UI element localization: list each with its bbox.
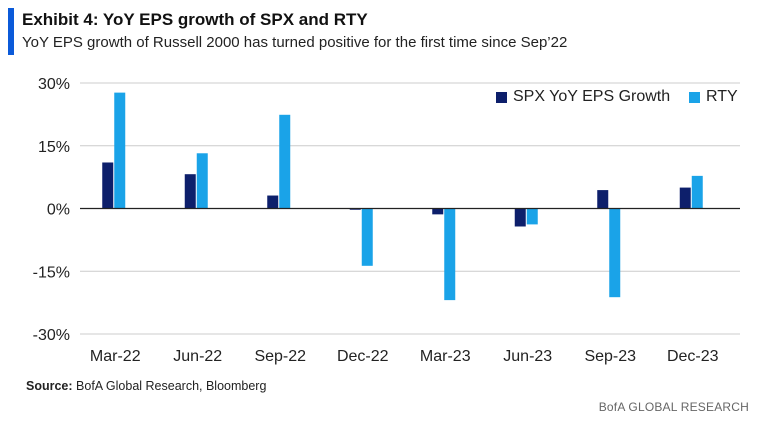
- y-tick-label: 15%: [38, 139, 70, 156]
- legend-swatch-rty: [689, 91, 700, 103]
- bar-rty: [361, 208, 373, 266]
- chart-subtitle: YoY EPS growth of Russell 2000 has turne…: [22, 34, 568, 51]
- y-tick-label: 0%: [47, 202, 70, 219]
- source-note: Source: BofA Global Research, Bloomberg: [26, 379, 266, 393]
- legend-swatch-spx: [496, 91, 507, 103]
- chart-title: Exhibit 4: YoY EPS growth of SPX and RTY: [22, 10, 368, 29]
- bar-spx: [597, 190, 609, 209]
- bar-rty: [691, 175, 703, 209]
- y-tick-label: -30%: [33, 327, 70, 344]
- bar-rty: [196, 153, 208, 209]
- x-tick-label: Jun-22: [173, 348, 222, 365]
- brand-label: BofA GLOBAL RESEARCH: [598, 400, 749, 414]
- bar-rty: [609, 208, 621, 298]
- source-label: Source:: [26, 379, 73, 393]
- bar-spx: [349, 208, 361, 210]
- bar-rty: [279, 114, 291, 209]
- source-text: BofA Global Research, Bloomberg: [76, 379, 267, 393]
- legend-item-rty: RTY: [689, 88, 738, 106]
- legend-label-spx: SPX YoY EPS Growth: [513, 88, 671, 105]
- bar-spx: [267, 195, 279, 209]
- chart-header: Exhibit 4: YoY EPS growth of SPX and RTY…: [8, 8, 768, 56]
- bar-spx: [514, 208, 526, 227]
- bar-rty: [444, 208, 456, 301]
- bar-spx: [679, 187, 691, 209]
- legend-item-spx: SPX YoY EPS Growth: [496, 88, 670, 106]
- title-accent-bar: [8, 8, 14, 55]
- bar-rty: [114, 92, 126, 209]
- x-tick-label: Dec-22: [337, 348, 389, 365]
- x-tick-label: Sep-22: [254, 348, 306, 365]
- x-tick-label: Sep-23: [584, 348, 636, 365]
- x-tick-label: Mar-23: [420, 348, 471, 365]
- bar-spx: [102, 162, 114, 209]
- y-tick-label: 30%: [38, 76, 70, 93]
- bar-spx: [184, 174, 196, 209]
- bar-spx: [432, 208, 444, 215]
- legend-label-rty: RTY: [706, 88, 738, 105]
- y-tick-label: -15%: [33, 264, 70, 281]
- x-tick-label: Mar-22: [90, 348, 141, 365]
- x-tick-label: Jun-23: [503, 348, 552, 365]
- x-tick-label: Dec-23: [667, 348, 719, 365]
- bar-rty: [526, 208, 538, 225]
